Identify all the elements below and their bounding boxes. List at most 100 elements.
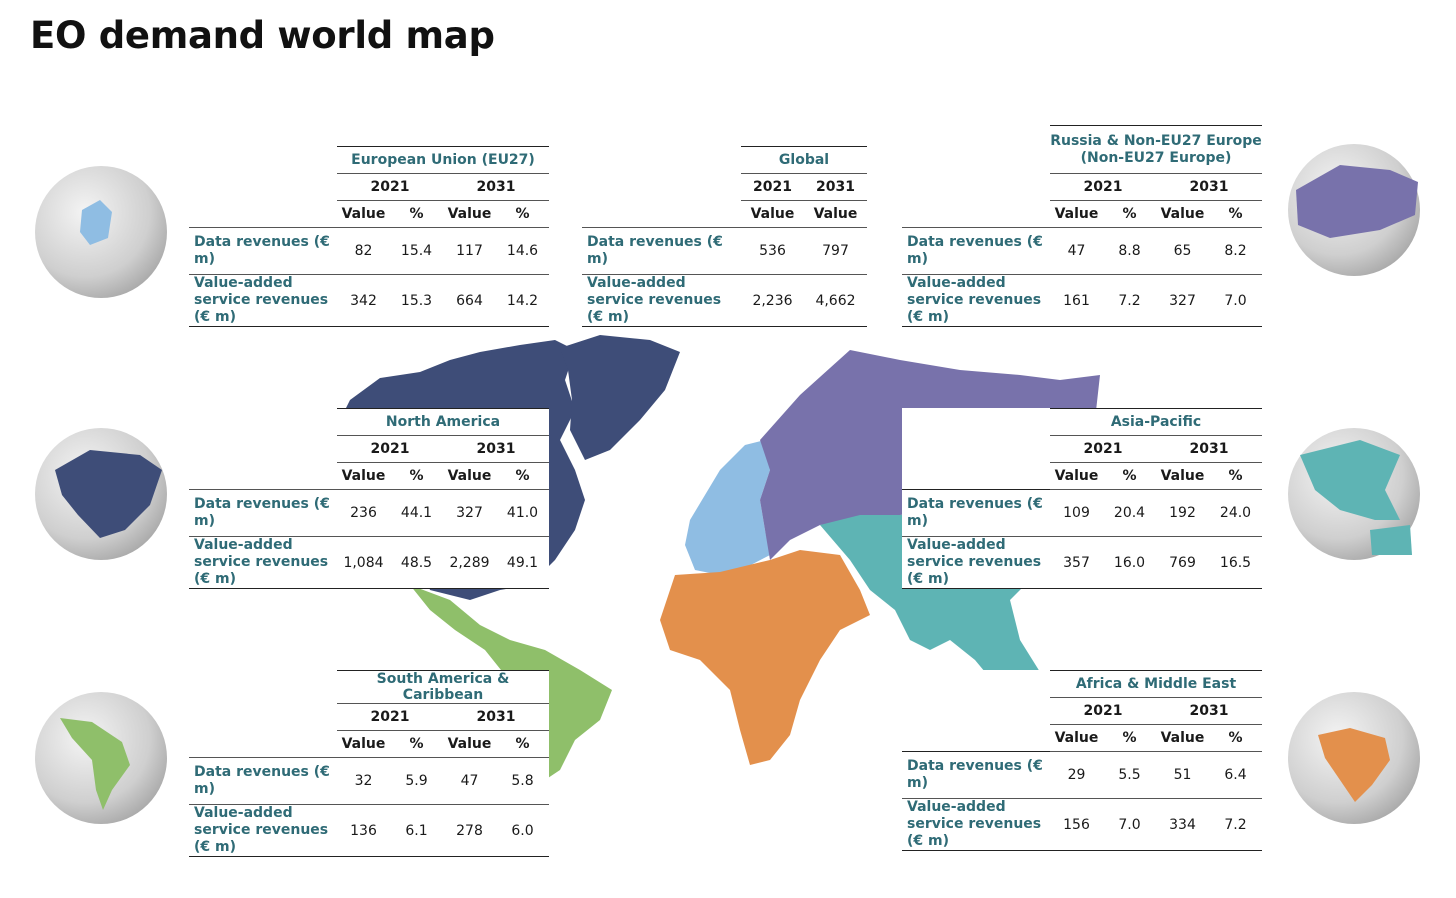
- table-global: Global 2021 2031 Value Value Data revenues…: [582, 146, 867, 327]
- col-header: %: [1209, 200, 1262, 228]
- col-header: %: [496, 730, 549, 758]
- cell: 769: [1156, 536, 1209, 589]
- table-title: Global: [741, 146, 867, 174]
- cell: 14.6: [496, 227, 549, 275]
- col-header: %: [1209, 462, 1262, 490]
- cell: 7.0: [1209, 274, 1262, 327]
- cell: 8.2: [1209, 227, 1262, 275]
- table-title: North America: [337, 408, 549, 436]
- cell: 6.4: [1209, 751, 1262, 799]
- cell: 136: [337, 804, 390, 857]
- row-label: Value-added service revenues (€ m): [582, 274, 741, 327]
- globe-south-america: [35, 692, 167, 824]
- row-label: Value-added service revenues (€ m): [189, 536, 337, 589]
- cell: 15.3: [390, 274, 443, 327]
- col-header: %: [390, 200, 443, 228]
- row-label: Data revenues (€ m): [902, 489, 1050, 537]
- cell: 24.0: [1209, 489, 1262, 537]
- col-header: %: [390, 730, 443, 758]
- globe-asia-pacific: [1288, 428, 1420, 560]
- cell: 5.9: [390, 757, 443, 805]
- col-header: %: [1209, 724, 1262, 752]
- row-label: Data revenues (€ m): [902, 751, 1050, 799]
- cell: 2,289: [443, 536, 496, 589]
- row-label: Value-added service revenues (€ m): [902, 274, 1050, 327]
- cell: 5.8: [496, 757, 549, 805]
- cell: 327: [1156, 274, 1209, 327]
- cell: 15.4: [390, 227, 443, 275]
- col-header: Value: [443, 200, 496, 228]
- year-header: 2031: [804, 173, 867, 201]
- cell: 41.0: [496, 489, 549, 537]
- cell: 29: [1050, 751, 1103, 799]
- row-label: Value-added service revenues (€ m): [189, 274, 337, 327]
- cell: 47: [443, 757, 496, 805]
- cell: 342: [337, 274, 390, 327]
- globe-north-america: [35, 428, 167, 560]
- page-title: EO demand world map: [30, 14, 495, 57]
- year-header: 2021: [1050, 435, 1156, 463]
- col-header: %: [390, 462, 443, 490]
- row-label: Data revenues (€ m): [189, 757, 337, 805]
- cell: 327: [443, 489, 496, 537]
- cell: 357: [1050, 536, 1103, 589]
- cell: 4,662: [804, 274, 867, 327]
- col-header: %: [496, 200, 549, 228]
- table-title: South America & Caribbean: [337, 670, 549, 704]
- region-europe: [685, 440, 770, 575]
- year-header: 2031: [1156, 173, 1262, 201]
- year-header: 2021: [1050, 697, 1156, 725]
- cell: 2,236: [741, 274, 804, 327]
- table-south-america: South America & Caribbean 2021 2031 Value…: [189, 670, 549, 857]
- year-header: 2021: [337, 173, 443, 201]
- cell: 192: [1156, 489, 1209, 537]
- cell: 5.5: [1103, 751, 1156, 799]
- table-russia: Russia & Non-EU27 Europe (Non-EU27 Europ…: [902, 125, 1262, 327]
- year-header: 2021: [741, 173, 804, 201]
- cell: 156: [1050, 798, 1103, 851]
- globe-russia: [1288, 144, 1420, 276]
- table-title: Russia & Non-EU27 Europe (Non-EU27 Europ…: [1050, 125, 1262, 174]
- col-header: %: [496, 462, 549, 490]
- col-header: Value: [1050, 200, 1103, 228]
- table-title: Africa & Middle East: [1050, 670, 1262, 698]
- cell: 51: [1156, 751, 1209, 799]
- year-header: 2031: [1156, 435, 1262, 463]
- cell: 109: [1050, 489, 1103, 537]
- cell: 49.1: [496, 536, 549, 589]
- row-label: Value-added service revenues (€ m): [189, 804, 337, 857]
- cell: 7.0: [1103, 798, 1156, 851]
- cell: 82: [337, 227, 390, 275]
- cell: 14.2: [496, 274, 549, 327]
- cell: 334: [1156, 798, 1209, 851]
- cell: 536: [741, 227, 804, 275]
- cell: 6.0: [496, 804, 549, 857]
- col-header: Value: [337, 730, 390, 758]
- cell: 7.2: [1209, 798, 1262, 851]
- col-header: %: [1103, 200, 1156, 228]
- cell: 664: [443, 274, 496, 327]
- cell: 797: [804, 227, 867, 275]
- col-header: Value: [1050, 724, 1103, 752]
- col-header: Value: [804, 200, 867, 228]
- col-header: Value: [443, 462, 496, 490]
- cell: 20.4: [1103, 489, 1156, 537]
- year-header: 2021: [337, 435, 443, 463]
- cell: 65: [1156, 227, 1209, 275]
- table-title: Asia-Pacific: [1050, 408, 1262, 436]
- cell: 32: [337, 757, 390, 805]
- year-header: 2031: [443, 703, 549, 731]
- col-header: Value: [1156, 200, 1209, 228]
- cell: 16.5: [1209, 536, 1262, 589]
- row-label: Data revenues (€ m): [189, 227, 337, 275]
- cell: 48.5: [390, 536, 443, 589]
- row-label: Data revenues (€ m): [189, 489, 337, 537]
- col-header: Value: [1156, 462, 1209, 490]
- cell: 161: [1050, 274, 1103, 327]
- year-header: 2031: [443, 435, 549, 463]
- col-header: %: [1103, 462, 1156, 490]
- year-header: 2031: [1156, 697, 1262, 725]
- region-greenland: [560, 335, 680, 460]
- cell: 6.1: [390, 804, 443, 857]
- cell: 7.2: [1103, 274, 1156, 327]
